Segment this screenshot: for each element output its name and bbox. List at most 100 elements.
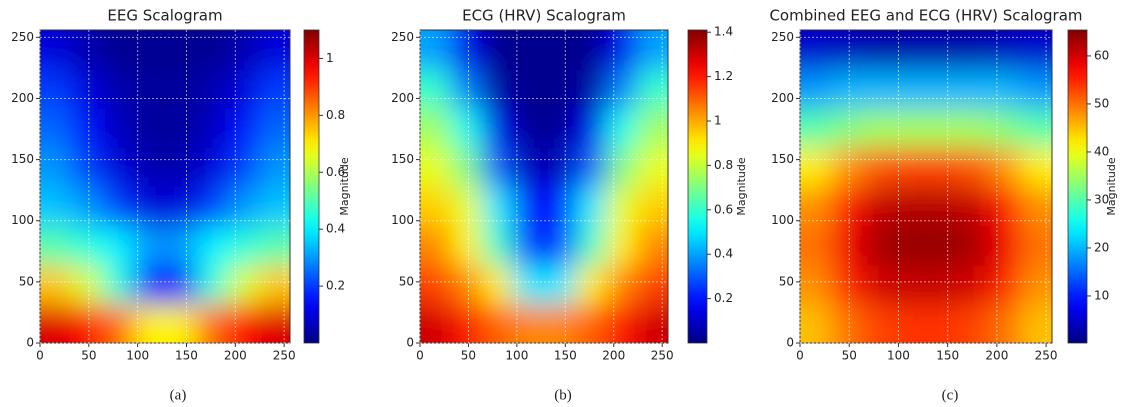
heatmap-cell (637, 147, 668, 187)
heatmap-cell (227, 186, 260, 227)
heatmap-cell (258, 303, 290, 343)
x-tick-label: 50 (461, 349, 476, 363)
heatmap-cell (258, 264, 290, 305)
heatmap-cell (196, 303, 228, 343)
heatmap-cell (133, 69, 166, 109)
x-tick-label: 0 (416, 349, 424, 363)
heatmap-cells (40, 30, 290, 343)
heatmap-cell (133, 186, 166, 227)
heatmap-cell (258, 147, 290, 187)
y-tick-label: 100 (391, 213, 414, 227)
heatmap-cell (40, 147, 72, 187)
heatmap-cell (513, 264, 545, 305)
colorbar-tick-label: 40 (1094, 144, 1109, 158)
colorbar-tick-label: 10 (1094, 288, 1109, 302)
heatmap-cell (606, 147, 638, 187)
y-tick-label: 50 (19, 274, 34, 288)
heatmap-cell (513, 30, 545, 70)
x-tick-label: 100 (505, 349, 528, 363)
y-tick-label: 0 (406, 336, 414, 350)
heatmap-cell (227, 225, 260, 266)
heatmap-cell (800, 303, 832, 343)
heatmap-cell (894, 225, 927, 266)
heatmap-cell (575, 147, 607, 187)
heatmap-cell (544, 303, 576, 343)
heatmap-cell (637, 30, 668, 70)
heatmap-cells (420, 30, 668, 343)
heatmap-cell (989, 186, 1021, 227)
y-tick-label: 150 (771, 152, 794, 166)
heatmap-cell (800, 108, 832, 148)
heatmap-cell (544, 147, 576, 187)
heatmap-cell (1020, 30, 1052, 70)
heatmap-cell (482, 108, 514, 148)
heatmap-cell (196, 264, 228, 305)
heatmap-cell (606, 108, 638, 148)
heatmap-cell (102, 303, 135, 343)
heatmap-cell (544, 225, 576, 266)
heatmap-cell (196, 69, 228, 109)
heatmap-cell (831, 303, 864, 343)
heatmap-cell (102, 225, 135, 266)
y-tick-label: 100 (771, 213, 794, 227)
chart-title: ECG (HRV) Scalogram (462, 7, 626, 25)
heatmap-cell (575, 264, 607, 305)
x-tick-label: 250 (651, 349, 674, 363)
heatmap-cell (420, 264, 452, 305)
heatmap-cell (71, 69, 103, 109)
heatmap-cell (1020, 264, 1052, 305)
colorbar-tick-label: 60 (1094, 48, 1109, 62)
heatmap-cell (71, 225, 103, 266)
heatmap-cell (606, 186, 638, 227)
heatmap-cell (482, 225, 514, 266)
colorbar-tick-label: 0.4 (326, 222, 345, 236)
heatmap-cell (575, 30, 607, 70)
colorbar-label: Magnitude (735, 157, 748, 216)
heatmap-cell (71, 186, 103, 227)
heatmap-cell (989, 69, 1021, 109)
y-tick-label: 200 (11, 91, 34, 105)
heatmap-cell (926, 264, 958, 305)
heatmap-cell (102, 30, 135, 70)
heatmap-cell (133, 30, 166, 70)
heatmap-cell (863, 186, 895, 227)
heatmap-cell (258, 225, 290, 266)
x-tick-label: 200 (985, 349, 1008, 363)
heatmap-cell (957, 186, 990, 227)
heatmap-cell (926, 108, 958, 148)
colorbar-tick-label: 30 (1094, 192, 1109, 206)
heatmap-cell (894, 147, 927, 187)
heatmap-cell (544, 30, 576, 70)
heatmap-cell (863, 225, 895, 266)
heatmap-cell (227, 303, 260, 343)
heatmap-cell (957, 147, 990, 187)
heatmap-cells (800, 30, 1052, 343)
heatmap-cell (544, 264, 576, 305)
heatmap-cell (926, 69, 958, 109)
heatmap-cell (165, 147, 197, 187)
colorbar-tick-label: 1.4 (714, 25, 733, 39)
heatmap-cell (40, 186, 72, 227)
chart-title: Combined EEG and ECG (HRV) Scalogram (769, 7, 1082, 25)
heatmap-cell (1020, 147, 1052, 187)
heatmap-cell (800, 186, 832, 227)
heatmap (40, 30, 290, 343)
colorbar-tick-label: 1.2 (714, 69, 733, 83)
heatmap-cell (451, 264, 483, 305)
x-tick-label: 0 (796, 349, 804, 363)
heatmap-cell (420, 108, 452, 148)
heatmap-cell (957, 225, 990, 266)
heatmap-cell (957, 108, 990, 148)
heatmap-cell (196, 186, 228, 227)
heatmap-cell (40, 69, 72, 109)
y-tick-label: 250 (11, 30, 34, 44)
x-tick-label: 100 (887, 349, 910, 363)
heatmap-cell (575, 303, 607, 343)
heatmap-cell (544, 69, 576, 109)
heatmap-cell (102, 69, 135, 109)
y-tick-label: 150 (11, 152, 34, 166)
heatmap-cell (482, 147, 514, 187)
heatmap-cell (513, 108, 545, 148)
heatmap-cell (894, 264, 927, 305)
heatmap-cell (513, 225, 545, 266)
